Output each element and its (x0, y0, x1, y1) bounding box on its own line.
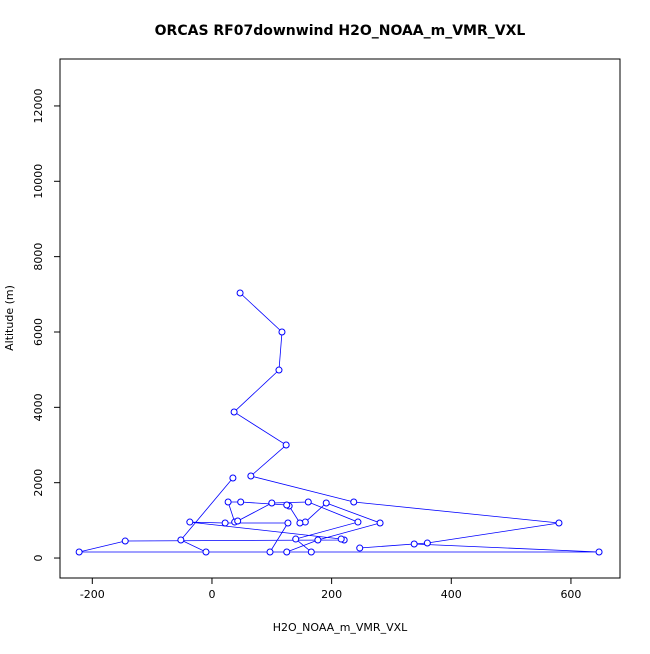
data-point (75, 548, 83, 556)
x-axis-label: H2O_NOAA_m_VMR_VXL (273, 621, 408, 634)
data-point (307, 548, 315, 556)
data-point (229, 474, 237, 482)
data-point (121, 537, 129, 545)
x-tick-label: -200 (80, 588, 105, 601)
y-tick-label: 12000 (32, 88, 45, 123)
data-point (186, 518, 194, 526)
data-point (266, 548, 274, 556)
data-point (282, 441, 290, 449)
data-point (234, 517, 242, 525)
y-tick-label: 0 (32, 555, 45, 562)
data-point (350, 498, 358, 506)
y-tick-label: 4000 (32, 393, 45, 421)
data-point (410, 540, 418, 548)
y-tick-label: 6000 (32, 318, 45, 346)
data-point (268, 499, 276, 507)
data-point (337, 535, 345, 543)
data-point (247, 472, 255, 480)
data-point (284, 519, 292, 527)
y-axis-label: Altitude (m) (3, 285, 16, 351)
y-tick-label: 2000 (32, 469, 45, 497)
data-point (322, 499, 330, 507)
data-point (237, 498, 245, 506)
data-point (304, 498, 312, 506)
data-point (283, 548, 291, 556)
data-point (296, 519, 304, 527)
data-point (555, 519, 563, 527)
chart-title: ORCAS RF07downwind H2O_NOAA_m_VMR_VXL (155, 23, 526, 39)
x-tick-label: 400 (441, 588, 462, 601)
data-point (177, 536, 185, 544)
data-point (314, 536, 322, 544)
data-point (275, 366, 283, 374)
data-point (236, 289, 244, 297)
data-line (79, 292, 600, 553)
data-point (278, 328, 286, 336)
data-point (376, 519, 384, 527)
data-point (230, 408, 238, 416)
data-point (595, 548, 603, 556)
data-point (423, 539, 431, 547)
y-tick-label: 8000 (32, 243, 45, 271)
x-tick-label: 200 (321, 588, 342, 601)
data-point (292, 535, 300, 543)
data-point (356, 544, 364, 552)
data-point (283, 501, 291, 509)
plot-frame (59, 58, 621, 579)
data-point (221, 519, 229, 527)
x-tick-label: 600 (560, 588, 581, 601)
data-point (202, 548, 210, 556)
data-point (224, 498, 232, 506)
data-point (354, 518, 362, 526)
x-tick-label: 0 (208, 588, 215, 601)
y-tick-label: 10000 (32, 164, 45, 199)
